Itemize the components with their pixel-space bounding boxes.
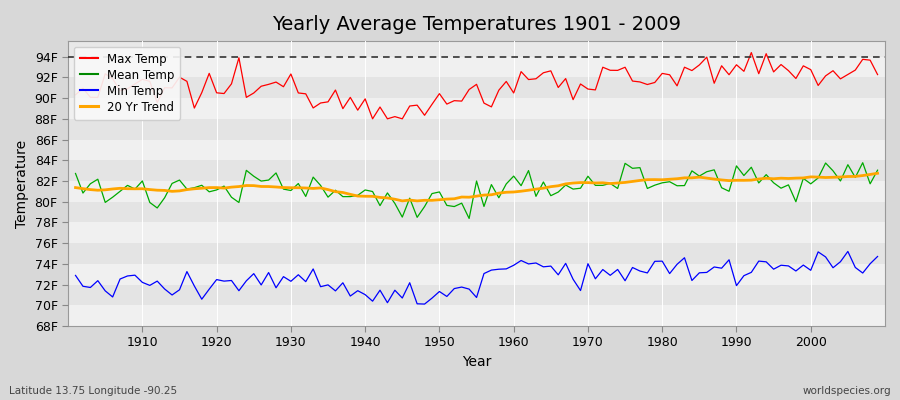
Bar xyxy=(68,98,885,119)
Bar xyxy=(68,264,885,284)
Bar xyxy=(68,57,885,77)
Legend: Max Temp, Mean Temp, Min Temp, 20 Yr Trend: Max Temp, Mean Temp, Min Temp, 20 Yr Tre… xyxy=(74,47,180,120)
Bar xyxy=(68,243,885,264)
Bar xyxy=(68,202,885,222)
Bar xyxy=(68,222,885,243)
Text: worldspecies.org: worldspecies.org xyxy=(803,386,891,396)
Y-axis label: Temperature: Temperature xyxy=(15,140,29,228)
Bar xyxy=(68,140,885,160)
Bar xyxy=(68,160,885,181)
X-axis label: Year: Year xyxy=(462,355,491,369)
Title: Yearly Average Temperatures 1901 - 2009: Yearly Average Temperatures 1901 - 2009 xyxy=(272,15,681,34)
Bar xyxy=(68,181,885,202)
Bar xyxy=(68,305,885,326)
Bar xyxy=(68,284,885,305)
Bar xyxy=(68,77,885,98)
Text: Latitude 13.75 Longitude -90.25: Latitude 13.75 Longitude -90.25 xyxy=(9,386,177,396)
Bar xyxy=(68,119,885,140)
